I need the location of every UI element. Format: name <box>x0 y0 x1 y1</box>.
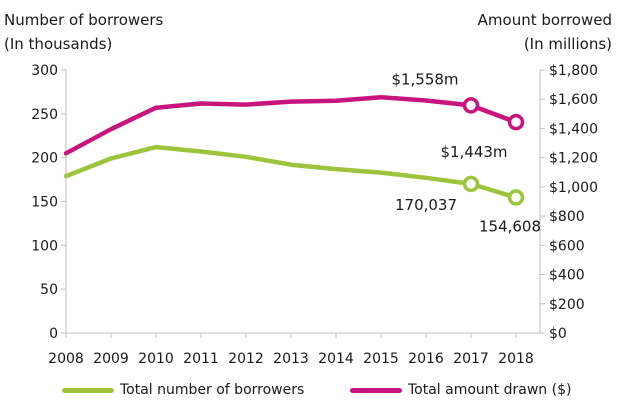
right-tick-label: $400 <box>549 268 585 284</box>
x-tick-label: 2010 <box>138 351 174 367</box>
data-point-marker-1 <box>462 97 480 114</box>
x-tick-label: 2008 <box>48 351 84 367</box>
data-label: $1,443m <box>440 143 507 161</box>
legend-swatch-amount <box>350 387 402 393</box>
data-label: 170,037 <box>395 196 457 214</box>
data-point-marker-0 <box>462 175 480 193</box>
series-line-1 <box>63 94 519 156</box>
data-label: $1,558m <box>391 70 458 88</box>
right-tick-label: $1,200 <box>549 151 598 167</box>
x-tick-label: 2009 <box>93 351 129 367</box>
right-tick-label: $0 <box>549 326 567 342</box>
right-tick-label: $1,000 <box>549 180 598 196</box>
line-chart: 0 50 100 150 200 250 300 $0 $200 $400 $600 $800 $1,0… <box>31 63 598 367</box>
x-tick-label: 2016 <box>408 351 444 367</box>
right-tick-label: $1,800 <box>549 63 598 79</box>
right-tick-label: $800 <box>549 209 585 225</box>
left-tick-label: 250 <box>31 107 58 123</box>
legend-label-borrowers: Total number of borrowers <box>120 382 305 398</box>
left-axis-title-line2: (In thousands) <box>4 35 113 53</box>
data-point-marker-1 <box>507 113 525 131</box>
left-axis-title-line1: Number of borrowers <box>4 11 164 29</box>
x-tick-label: 2013 <box>273 351 309 367</box>
x-tick-label: 2014 <box>318 351 354 367</box>
left-tick-label: 50 <box>40 282 58 298</box>
right-tick-label: $1,400 <box>549 121 598 137</box>
data-label: 154,608 <box>479 217 541 235</box>
legend-item-amount: Total amount drawn ($) <box>350 382 571 398</box>
right-tick-label: $200 <box>549 297 585 313</box>
right-axis-title-line2: (In millions) <box>523 35 612 53</box>
x-tick-label: 2011 <box>183 351 219 367</box>
x-tick-label: 2012 <box>228 351 264 367</box>
x-tick-label: 2015 <box>363 351 399 367</box>
right-axis-title-line1: Amount borrowed <box>477 11 612 29</box>
legend-label-amount: Total amount drawn ($) <box>408 382 572 398</box>
legend-item-borrowers: Total number of borrowers <box>62 382 304 398</box>
left-tick-label: 100 <box>31 238 58 254</box>
right-tick-label: $600 <box>549 238 585 254</box>
data-point-marker-0 <box>507 189 525 206</box>
left-tick-label: 150 <box>31 195 58 211</box>
x-tick-label: 2018 <box>498 351 534 367</box>
right-tick-label: $1,600 <box>549 92 598 108</box>
left-tick-label: 200 <box>31 151 58 167</box>
left-tick-label: 0 <box>49 326 58 342</box>
left-tick-label: 300 <box>31 63 58 79</box>
legend-swatch-borrowers <box>62 387 114 393</box>
x-tick-label: 2017 <box>453 351 489 367</box>
series-line-0 <box>63 144 519 200</box>
